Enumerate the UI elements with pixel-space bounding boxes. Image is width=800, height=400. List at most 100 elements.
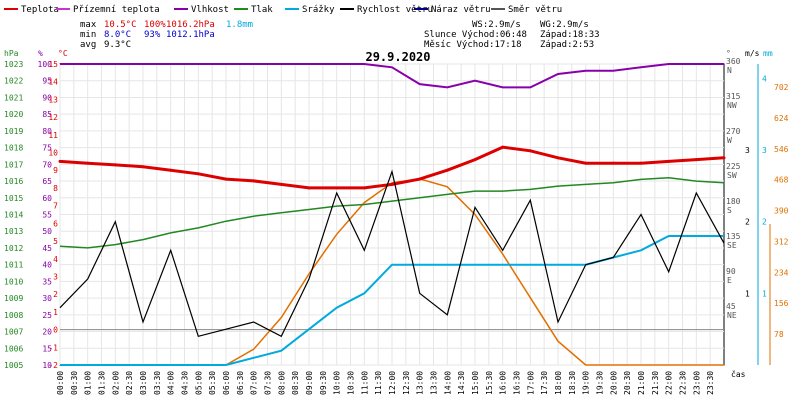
stat-min-temp: 8.0°C (104, 30, 131, 40)
x-tick-label: 08:00 (277, 371, 286, 395)
y-tick-c: 10 (48, 149, 58, 158)
stat-max-rain: 1.8mm (226, 20, 253, 30)
chart-title: 29.9.2020 (365, 50, 430, 64)
y-tick-c: 1 (53, 308, 58, 317)
stat-min-label: min (80, 30, 96, 40)
y-tick-hpa: 1022 (4, 77, 23, 86)
y-tick-hpa: 1018 (4, 144, 23, 153)
unit-deg: ° (726, 49, 731, 58)
legend-label-6: Náraz větru (431, 5, 491, 15)
y-tick-dir: SW (727, 171, 737, 180)
stats-block: max 10.5°C 100% 1016.2hPa 1.8mm min 8.0°… (80, 20, 253, 50)
temp-point (113, 163, 117, 167)
legend-label-1: Přízemní teplota (73, 5, 160, 15)
y-tick-pct: 40 (42, 261, 52, 270)
x-tick-label: 01:00 (84, 371, 93, 395)
x-tick-label: 22:30 (679, 371, 688, 395)
y-tick-pct: 50 (42, 227, 52, 236)
temp-point (528, 149, 532, 153)
y-tick-pct: 90 (42, 93, 52, 102)
y-tick-c: 8 (53, 184, 58, 193)
y-tick-pct: 10 (42, 361, 52, 370)
y-tick-pct: 75 (42, 144, 52, 153)
y-tick-hpa: 1023 (4, 60, 23, 69)
x-tick-label: 18:30 (568, 371, 577, 395)
x-tick-label: 05:00 (194, 371, 203, 395)
series-wind-line (59, 169, 725, 338)
x-tick-label: 21:30 (651, 371, 660, 395)
x-tick-label: 21:00 (637, 371, 646, 395)
legend-label-5: Rychlost větru (357, 5, 433, 15)
temp-point (335, 186, 339, 190)
x-tick-label: 16:00 (499, 371, 508, 395)
x-tick-label: 10:30 (347, 371, 356, 395)
y-tick-hpa: 1020 (4, 110, 23, 119)
y-tick-hpa: 1017 (4, 160, 23, 169)
x-tick-label: 12:00 (388, 371, 397, 395)
series (58, 63, 726, 366)
y-tick-mm: 4 (762, 74, 767, 83)
y-tick-mm: 2 (762, 218, 767, 227)
y-tick-c: 15 (48, 60, 58, 69)
x-tick-label: 12:30 (402, 371, 411, 395)
temp-point (252, 179, 256, 183)
y-tick-deg: 360 (726, 57, 741, 66)
temp-point (473, 158, 477, 162)
temp-point (694, 158, 698, 162)
y-tick-dir: SE (727, 241, 737, 250)
stat-max-label: max (80, 20, 97, 30)
y-tick-c: 13 (48, 95, 58, 104)
y-tick-wm2: 390 (774, 207, 789, 216)
y-tick-dir: NE (727, 311, 737, 320)
y-tick-hpa: 1013 (4, 227, 23, 236)
legend-label-0: Teplota (21, 5, 59, 15)
y-tick-c: -1 (48, 343, 58, 352)
y-tick-pct: 95 (42, 77, 52, 86)
legend: Teplota Přízemní teplota Vlhkost Tlak Srážky… (4, 5, 562, 15)
astro-block: WS:2.9m/s WG:2.9m/s Slunce Východ:06:48 … (424, 20, 600, 50)
legend-label-7: Směr větru (508, 5, 562, 15)
y-tick-c: 7 (53, 202, 58, 211)
temp-point (224, 177, 228, 181)
x-tick-label: 07:00 (250, 371, 259, 395)
x-tick-label: 06:30 (236, 371, 245, 395)
y-tick-pct: 60 (42, 194, 52, 203)
x-tick-label: 07:30 (264, 371, 273, 395)
y-tick-c: 6 (53, 219, 58, 228)
x-tick-label: 13:30 (430, 371, 439, 395)
temp-point (141, 165, 145, 169)
x-tick-label: 02:30 (125, 371, 134, 395)
unit-degc: °C (58, 49, 68, 58)
temp-point (639, 161, 643, 165)
x-tick-label: 22:00 (665, 371, 674, 395)
grid (59, 63, 724, 366)
x-tick-label: 16:30 (513, 371, 522, 395)
y-tick-wm2: 702 (774, 83, 789, 92)
y-tick-hpa: 1008 (4, 311, 23, 320)
unit-ms: m/s (745, 49, 760, 58)
y-tick-dir: W (727, 136, 732, 145)
y-tick-pct: 35 (42, 277, 52, 286)
x-tick-label: 20:00 (609, 371, 618, 395)
y-tick-hpa: 1014 (4, 211, 23, 220)
temp-point (307, 186, 311, 190)
temp-point (169, 168, 173, 172)
x-tick-label: 20:30 (623, 371, 632, 395)
temp-point (445, 168, 449, 172)
temp-point (418, 177, 422, 181)
y-tick-pct: 65 (42, 177, 52, 186)
y-tick-pct: 100 (38, 60, 53, 69)
x-tick-label: 09:30 (319, 371, 328, 395)
y-tick-hpa: 1010 (4, 277, 23, 286)
axis-units: hPa % °C ° mm m/s čas (4, 49, 773, 379)
x-tick-label: 09:00 (305, 371, 314, 395)
series-pressure-line (59, 176, 725, 249)
y-tick-deg: 90 (726, 267, 736, 276)
x-tick-label: 00:30 (70, 371, 79, 395)
y-tick-hpa: 1005 (4, 361, 23, 370)
y-tick-mm: 1 (762, 289, 767, 298)
temp-point (722, 156, 726, 160)
y-tick-wm2: 234 (774, 268, 789, 277)
unit-hpa: hPa (4, 49, 19, 58)
stat-max-temp: 10.5°C (104, 20, 137, 30)
